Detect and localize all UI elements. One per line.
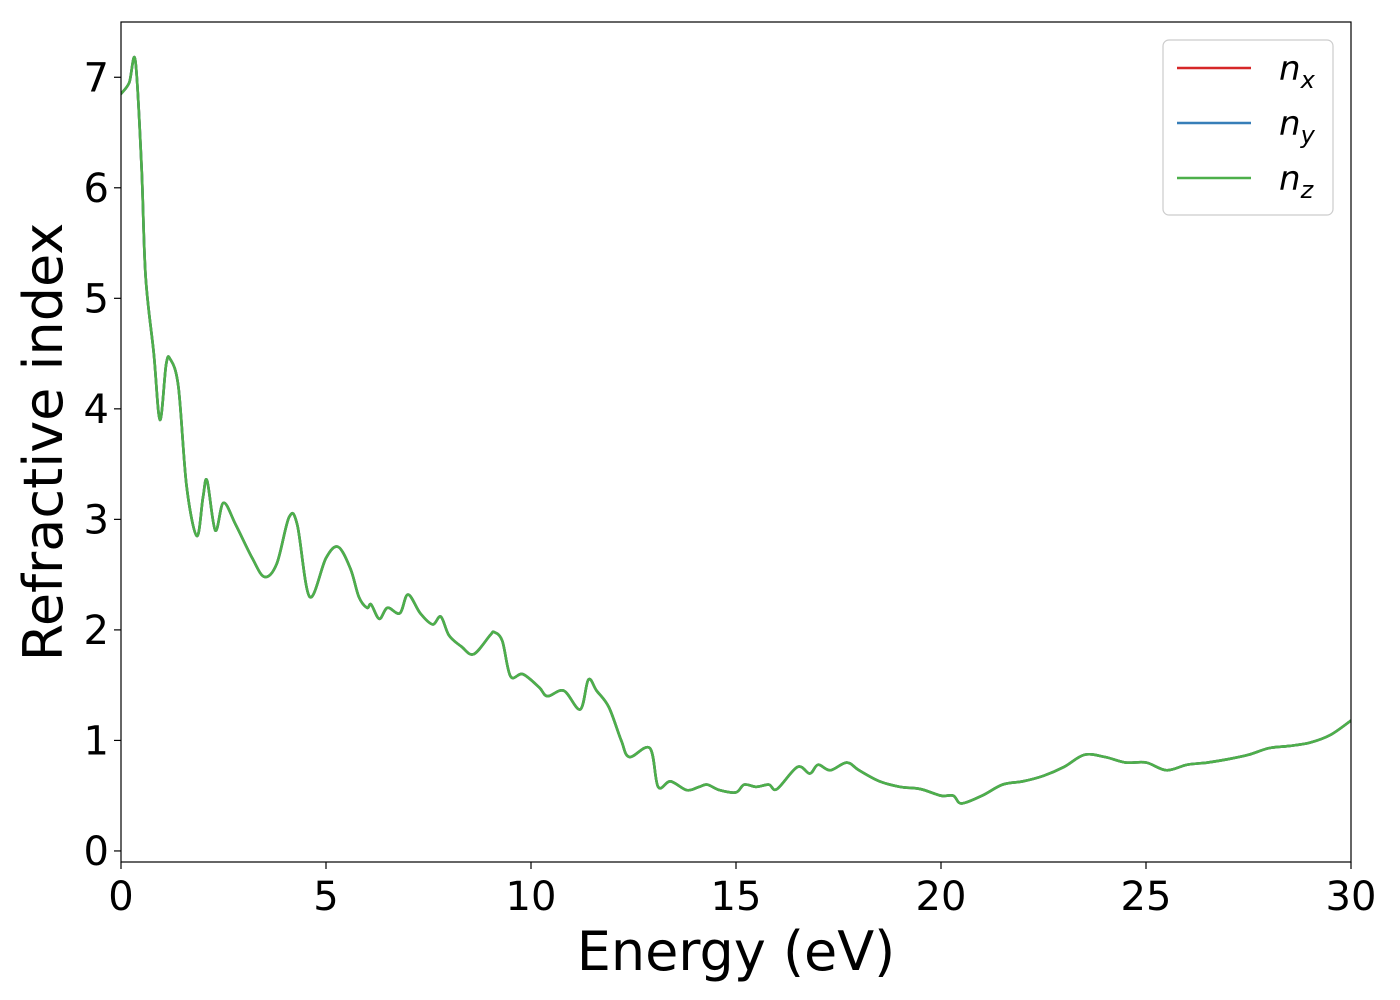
series-layer <box>121 56 1351 805</box>
x-tick-label: 25 <box>1121 874 1172 920</box>
legend-label-x: nx <box>1279 49 1316 94</box>
x-tick-label: 30 <box>1326 874 1377 920</box>
y-tick-label: 6 <box>84 166 109 212</box>
y-tick-label: 5 <box>84 276 109 322</box>
x-tick-label: 0 <box>108 874 133 920</box>
y-axis: 0 1 2 3 4 5 6 7 <box>84 55 121 875</box>
y-axis-label: Refractive index <box>12 223 75 662</box>
legend-label-y: ny <box>1279 104 1316 149</box>
x-tick-label: 15 <box>711 874 762 920</box>
x-tick-label: 20 <box>916 874 967 920</box>
legend-box <box>1162 39 1334 216</box>
y-tick-label: 2 <box>84 608 109 654</box>
series-line-z <box>121 56 1351 805</box>
y-tick-label: 4 <box>84 387 109 433</box>
y-tick-label: 7 <box>84 55 109 101</box>
legend: nx ny nz <box>1162 39 1334 216</box>
y-tick-label: 0 <box>84 829 109 875</box>
plot-area <box>120 21 1352 863</box>
x-axis: 0 5 10 15 20 25 30 <box>108 862 1376 920</box>
x-axis-label: Energy (eV) <box>577 920 896 983</box>
x-tick-label: 5 <box>313 874 338 920</box>
y-tick-label: 1 <box>84 718 109 764</box>
y-tick-label: 3 <box>84 497 109 543</box>
legend-label-z: nz <box>1279 159 1315 204</box>
x-tick-label: 10 <box>506 874 557 920</box>
